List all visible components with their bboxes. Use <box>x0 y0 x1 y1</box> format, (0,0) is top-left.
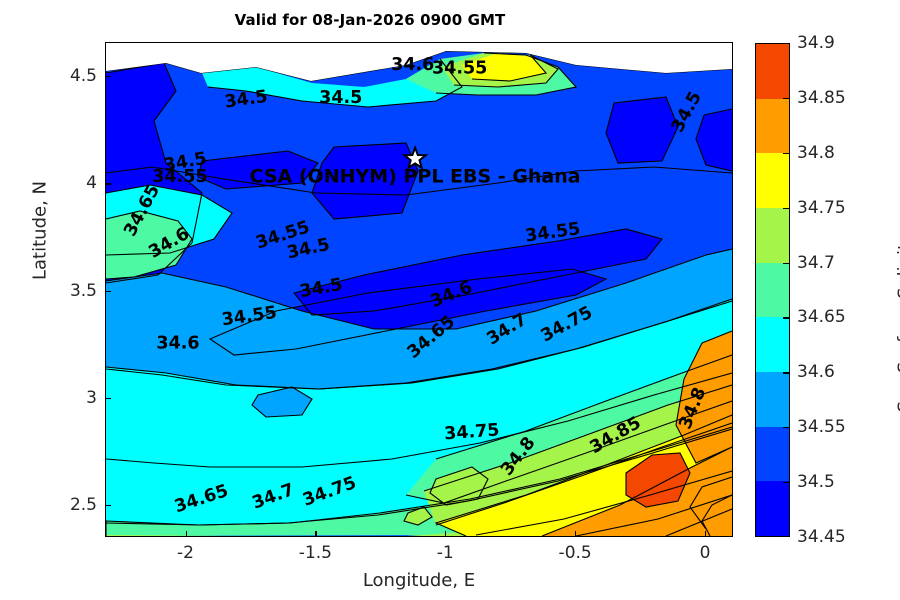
x-tick-mark <box>445 531 447 537</box>
colorbar-band <box>756 371 789 427</box>
colorbar-tick-mark <box>783 262 790 264</box>
y-tick-label: 3.5 <box>69 280 97 301</box>
y-tick-mark <box>105 504 111 507</box>
colorbar-tick-label: 34.65 <box>797 307 846 328</box>
colorbar-band <box>756 44 789 99</box>
band-3460-island <box>252 387 312 417</box>
x-tick-mark <box>575 531 577 537</box>
colorbar-tick-mark <box>783 482 790 484</box>
band-3470-d <box>406 355 732 503</box>
x-tick-label: -1 <box>436 543 454 563</box>
colorbar-tick-label: 34.7 <box>797 252 835 273</box>
x-axis-label: Longitude, E <box>362 570 476 591</box>
colorbar-tick-mark <box>783 317 790 319</box>
contour-label: 34.6 <box>391 55 434 75</box>
x-tick-label: -1.5 <box>298 543 332 563</box>
colorbar-tick-label: 34.75 <box>797 197 846 218</box>
x-tick-mark <box>705 531 707 537</box>
page-title: Valid for 08-Jan-2026 0900 GMT <box>234 11 506 29</box>
contour-label: 34.55 <box>432 59 487 79</box>
site-star-icon <box>401 144 429 170</box>
colorbar-tick-label: 34.5 <box>797 472 835 493</box>
contour-label: 34.6 <box>156 334 199 354</box>
band-3465 <box>106 299 732 467</box>
colorbar[interactable] <box>755 43 790 537</box>
band-3450-p2 <box>312 143 418 219</box>
band-3465-top <box>202 59 462 107</box>
colorbar-tick-label: 34.9 <box>797 33 835 53</box>
colorbar-band <box>756 262 789 318</box>
band-3470-ul <box>106 211 192 279</box>
colorbar-band <box>756 207 789 263</box>
colorbar-tick-mark <box>783 427 790 429</box>
colorbar-band <box>756 153 789 208</box>
band-3450-p3 <box>606 97 678 163</box>
y-tick-mark <box>105 397 111 399</box>
band-3465-low <box>106 369 732 525</box>
y-tick-label: 4.5 <box>69 66 97 87</box>
colorbar-tick-label: 34.6 <box>797 362 835 383</box>
contour-label: 34.55 <box>152 167 207 187</box>
x-tick-mark <box>315 531 317 537</box>
colorbar-band <box>756 317 789 372</box>
y-tick-mark <box>105 76 111 78</box>
y-tick-mark <box>105 290 111 292</box>
band-3485-f <box>676 331 732 463</box>
y-tick-label: 4 <box>86 173 97 194</box>
contour-plot-area: 34.6 34.55 34.5 34.5 34.5 34.5 34.55 34.65 34.6 3… <box>105 42 733 537</box>
x-tick-label: 0 <box>699 543 711 563</box>
site-label: CSA (ONHYM) PPL EBS - Ghana <box>250 166 581 188</box>
colorbar-tick-mark <box>783 372 790 374</box>
site-marker-group: CSA (ONHYM) PPL EBS - Ghana <box>250 144 581 188</box>
y-tick-mark <box>105 183 111 185</box>
no-data-mask <box>106 43 732 81</box>
colorbar-band <box>756 426 789 482</box>
colorbar-tick-label: 34.8 <box>797 142 835 163</box>
x-tick-label: -2 <box>177 543 194 563</box>
y-tick-label: 2.5 <box>69 494 97 515</box>
colorbar-tick-label: 34.55 <box>797 417 846 438</box>
band-3450-p4 <box>696 109 732 171</box>
colorbar-tick-label: 34.85 <box>797 87 846 108</box>
band-3480-top <box>462 53 546 81</box>
band-3485 <box>542 447 732 536</box>
band-3475-d <box>424 385 732 525</box>
y-tick-label: 3 <box>86 387 97 408</box>
colorbar-tick-mark <box>783 207 790 209</box>
colorbar-band <box>756 481 789 536</box>
colorbar-tick-mark <box>783 97 790 100</box>
contour-label: 34.75 <box>444 421 501 445</box>
colorbar-band <box>756 98 789 154</box>
contour-label: 34.5 <box>319 88 362 108</box>
colorbar-tick-label: 34.45 <box>797 527 846 547</box>
x-tick-label: -0.5 <box>558 543 592 563</box>
colorbar-axis-label: Sea Surface Salinity, psu <box>894 188 900 413</box>
band-3460 <box>106 249 732 389</box>
x-tick-mark <box>185 531 187 537</box>
colorbar-tick-mark <box>783 152 790 154</box>
